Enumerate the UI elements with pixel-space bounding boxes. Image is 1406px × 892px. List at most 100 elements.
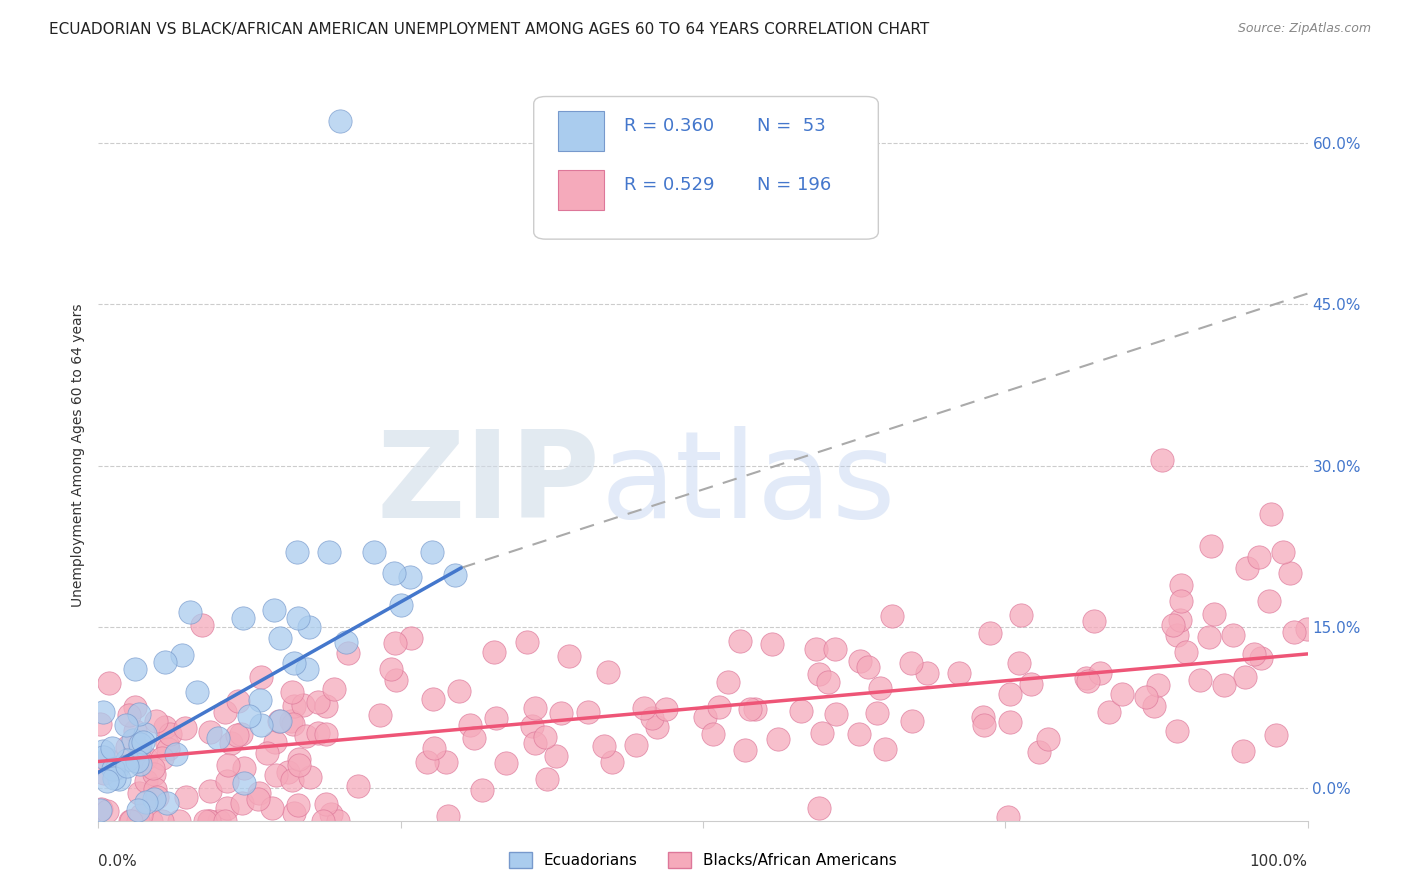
Text: ECUADORIAN VS BLACK/AFRICAN AMERICAN UNEMPLOYMENT AMONG AGES 60 TO 64 YEARS CORR: ECUADORIAN VS BLACK/AFRICAN AMERICAN UNE… [49,22,929,37]
Point [108,772,131,786]
Point [129,737,152,751]
Point [1166,628,1188,642]
Point [329,114,352,128]
Point [520,719,543,733]
Point [269,631,291,645]
Point [1170,578,1192,592]
FancyBboxPatch shape [558,169,603,210]
Point [363,545,385,559]
Point [295,662,318,676]
Point [806,642,828,657]
Point [948,665,970,680]
Point [495,756,517,771]
Point [179,605,201,619]
Point [283,806,305,821]
Point [129,807,152,822]
Text: R = 0.529: R = 0.529 [624,176,714,194]
Point [707,700,730,714]
Point [134,727,156,741]
Point [998,687,1021,701]
Point [315,797,337,811]
Point [447,684,470,698]
Point [1019,677,1042,691]
Point [979,625,1001,640]
Point [728,633,751,648]
Point [198,814,221,828]
Point [128,741,150,756]
Point [139,814,162,828]
Point [422,545,444,559]
Point [1295,622,1317,636]
Point [1077,674,1099,689]
Point [256,747,278,761]
Point [524,736,547,750]
Point [437,809,460,823]
Point [120,814,142,828]
Point [807,666,830,681]
Point [633,701,655,715]
Point [214,705,236,719]
Point [1076,671,1098,685]
Point [96,752,118,766]
Point [207,731,229,745]
Point [93,766,115,780]
Point [142,791,165,805]
Point [1232,743,1254,757]
Point [1199,539,1222,553]
Point [277,764,299,779]
Point [811,726,834,740]
Point [262,801,284,815]
Point [544,748,567,763]
Point [1188,673,1211,688]
Point [1278,566,1301,581]
Text: 0.0%: 0.0% [98,854,138,869]
Text: N =  53: N = 53 [758,117,827,135]
Point [866,706,889,720]
Point [1147,678,1170,692]
Point [869,681,891,696]
Point [1282,624,1305,639]
Point [1202,607,1225,621]
Point [117,739,139,754]
Point [200,725,222,739]
Point [89,717,111,731]
Point [1170,594,1192,608]
Point [550,706,572,720]
Point [460,718,482,732]
Point [247,786,270,800]
Point [1166,724,1188,739]
Point [307,726,329,740]
Point [463,731,485,745]
Point [159,727,181,741]
Point [761,637,783,651]
Point [269,714,291,728]
Point [1168,614,1191,628]
Point [198,783,221,797]
Point [422,691,444,706]
Point [287,797,309,812]
Point [98,676,121,690]
Point [91,750,114,764]
Point [89,803,111,817]
Text: 100.0%: 100.0% [1250,854,1308,869]
Point [1142,698,1164,713]
Point [882,609,904,624]
Point [471,783,494,797]
Point [1258,593,1281,607]
Point [281,772,304,787]
Point [283,699,305,714]
Point [120,814,142,828]
Point [824,641,846,656]
Point [91,705,114,719]
Point [146,789,169,804]
Point [385,673,408,687]
Point [848,727,870,741]
Point [125,754,148,768]
Point [1008,656,1031,670]
Point [128,706,150,721]
Point [118,708,141,723]
Point [434,756,457,770]
Point [127,803,149,817]
Point [156,796,179,810]
Point [124,700,146,714]
